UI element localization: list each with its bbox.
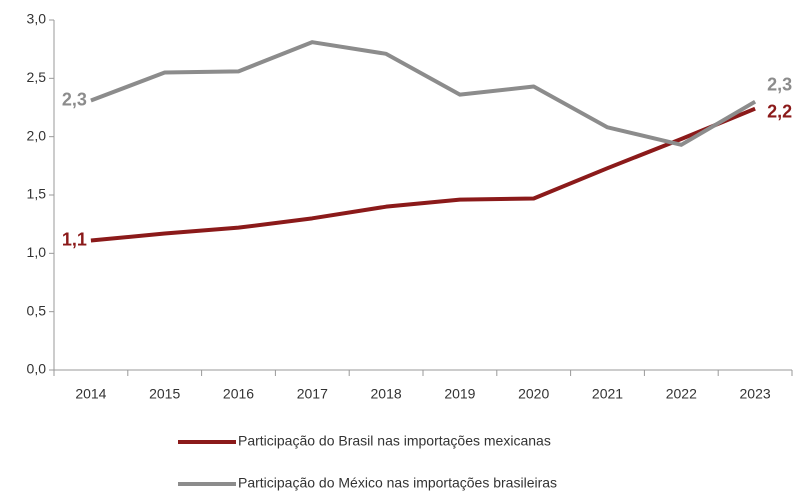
series-line <box>90 40 757 147</box>
x-tick-label: 2023 <box>740 386 771 402</box>
x-tick-label: 2014 <box>75 386 106 402</box>
y-tick-label: 2,5 <box>27 69 47 85</box>
series-line <box>90 106 756 243</box>
data-label: 1,1 <box>62 229 87 249</box>
data-label: 2,3 <box>767 74 792 94</box>
x-tick-label: 2022 <box>666 386 697 402</box>
x-tick-label: 2021 <box>592 386 623 402</box>
y-tick-label: 1,0 <box>27 244 47 260</box>
data-label: 2,3 <box>62 89 87 109</box>
x-tick-label: 2019 <box>444 386 475 402</box>
y-tick-label: 0,0 <box>27 361 47 377</box>
x-tick-label: 2018 <box>371 386 402 402</box>
legend-label: Participação do México nas importações b… <box>238 475 557 491</box>
x-tick-label: 2020 <box>518 386 549 402</box>
legend-label: Participação do Brasil nas importações m… <box>238 433 551 449</box>
y-tick-label: 3,0 <box>27 11 47 27</box>
x-tick-label: 2015 <box>149 386 180 402</box>
x-tick-label: 2016 <box>223 386 254 402</box>
y-tick-label: 1,5 <box>27 186 47 202</box>
data-label: 2,2 <box>767 101 792 121</box>
x-tick-label: 2017 <box>297 386 328 402</box>
y-tick-label: 0,5 <box>27 302 47 318</box>
y-tick-label: 2,0 <box>27 127 47 143</box>
